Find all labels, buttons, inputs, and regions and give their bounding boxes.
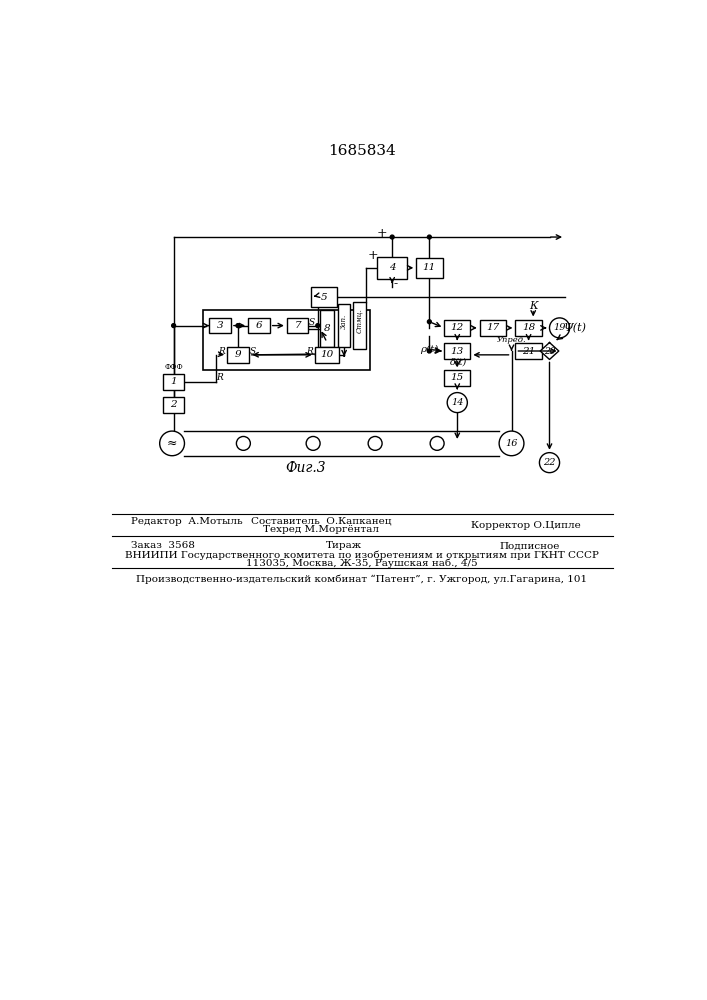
Circle shape [236, 436, 250, 450]
Text: 12: 12 [450, 323, 464, 332]
Circle shape [428, 320, 431, 324]
Text: Стмц.: Стмц. [356, 309, 363, 333]
Text: 18: 18 [522, 323, 535, 332]
Text: R: R [216, 373, 223, 382]
FancyBboxPatch shape [287, 318, 308, 333]
FancyBboxPatch shape [354, 302, 366, 349]
Circle shape [430, 436, 444, 450]
FancyBboxPatch shape [416, 258, 443, 278]
Text: 20: 20 [544, 347, 555, 356]
Text: Заказ  3568: Заказ 3568 [131, 541, 195, 550]
Circle shape [306, 436, 320, 450]
FancyBboxPatch shape [227, 347, 249, 363]
FancyBboxPatch shape [444, 320, 470, 336]
Circle shape [236, 324, 240, 328]
Text: ВНИИПИ Государственного комитета по изобретениям и открытиям при ГКНТ СССР: ВНИИПИ Государственного комитета по изоб… [125, 550, 599, 560]
Text: Подписное: Подписное [500, 541, 561, 550]
FancyBboxPatch shape [320, 310, 334, 347]
Text: S: S [308, 318, 315, 327]
Text: Составитель  О.Капканец: Составитель О.Капканец [250, 517, 391, 526]
Text: 7: 7 [294, 321, 301, 330]
Text: 22: 22 [543, 458, 556, 467]
FancyBboxPatch shape [209, 318, 231, 333]
Text: 11: 11 [423, 263, 436, 272]
Circle shape [499, 431, 524, 456]
Text: -: - [393, 277, 397, 290]
Text: ρ(t): ρ(t) [420, 345, 438, 354]
Circle shape [428, 349, 431, 353]
Text: Фиг.3: Фиг.3 [285, 461, 326, 475]
Circle shape [428, 235, 431, 239]
FancyBboxPatch shape [444, 370, 470, 386]
Text: Редактор  А.Мотыль: Редактор А.Мотыль [131, 517, 243, 526]
Text: 16: 16 [506, 439, 518, 448]
Text: 15: 15 [450, 373, 464, 382]
Circle shape [448, 393, 467, 413]
Circle shape [549, 318, 570, 338]
FancyBboxPatch shape [163, 374, 185, 389]
FancyBboxPatch shape [315, 347, 339, 363]
Text: Ψ(t): Ψ(t) [563, 323, 587, 333]
Text: 6: 6 [255, 321, 262, 330]
Polygon shape [540, 343, 559, 359]
Circle shape [390, 235, 394, 239]
Text: 3: 3 [217, 321, 223, 330]
Text: 5: 5 [321, 293, 327, 302]
Text: 9: 9 [235, 350, 241, 359]
Text: 1685834: 1685834 [328, 144, 396, 158]
Text: 21: 21 [522, 347, 535, 356]
Text: 17: 17 [486, 323, 500, 332]
Text: 8: 8 [324, 324, 330, 333]
Circle shape [160, 431, 185, 456]
Text: +: + [377, 227, 387, 240]
Text: Зап.: Зап. [340, 313, 348, 329]
Text: 113035, Москва, Ж-35, Раушская наб., 4/5: 113035, Москва, Ж-35, Раушская наб., 4/5 [246, 559, 478, 568]
Circle shape [368, 436, 382, 450]
Text: Упред.: Упред. [497, 336, 526, 344]
Text: 14: 14 [451, 398, 464, 407]
Text: +: + [368, 249, 378, 262]
FancyBboxPatch shape [163, 397, 185, 413]
FancyBboxPatch shape [311, 287, 337, 307]
Text: 13: 13 [450, 347, 464, 356]
Text: S: S [250, 347, 256, 356]
Text: ≈: ≈ [167, 437, 177, 450]
Text: Производственно-издательский комбинат “Патент”, г. Ужгород, ул.Гагарина, 101: Производственно-издательский комбинат “П… [136, 575, 588, 584]
FancyBboxPatch shape [248, 318, 270, 333]
FancyBboxPatch shape [515, 320, 542, 336]
FancyBboxPatch shape [338, 304, 351, 347]
Circle shape [539, 453, 559, 473]
Text: R: R [218, 347, 225, 356]
Circle shape [172, 324, 175, 328]
FancyBboxPatch shape [378, 257, 407, 279]
Text: 19: 19 [554, 323, 566, 332]
FancyBboxPatch shape [515, 343, 542, 359]
Text: R: R [306, 347, 312, 356]
Text: ФФФ: ФФФ [164, 363, 183, 371]
Text: δ(t): δ(t) [450, 357, 467, 366]
Text: 4: 4 [389, 263, 395, 272]
Circle shape [316, 324, 320, 328]
Text: 1: 1 [170, 377, 177, 386]
FancyBboxPatch shape [480, 320, 506, 336]
FancyBboxPatch shape [444, 343, 470, 359]
Text: 10: 10 [320, 350, 334, 359]
Text: К: К [529, 301, 537, 311]
Text: Тираж: Тираж [326, 541, 362, 550]
Text: 2: 2 [170, 400, 177, 409]
Text: Корректор О.Ципле: Корректор О.Ципле [472, 521, 581, 530]
Text: Техред М.Моргёнтал: Техред М.Моргёнтал [263, 525, 379, 534]
